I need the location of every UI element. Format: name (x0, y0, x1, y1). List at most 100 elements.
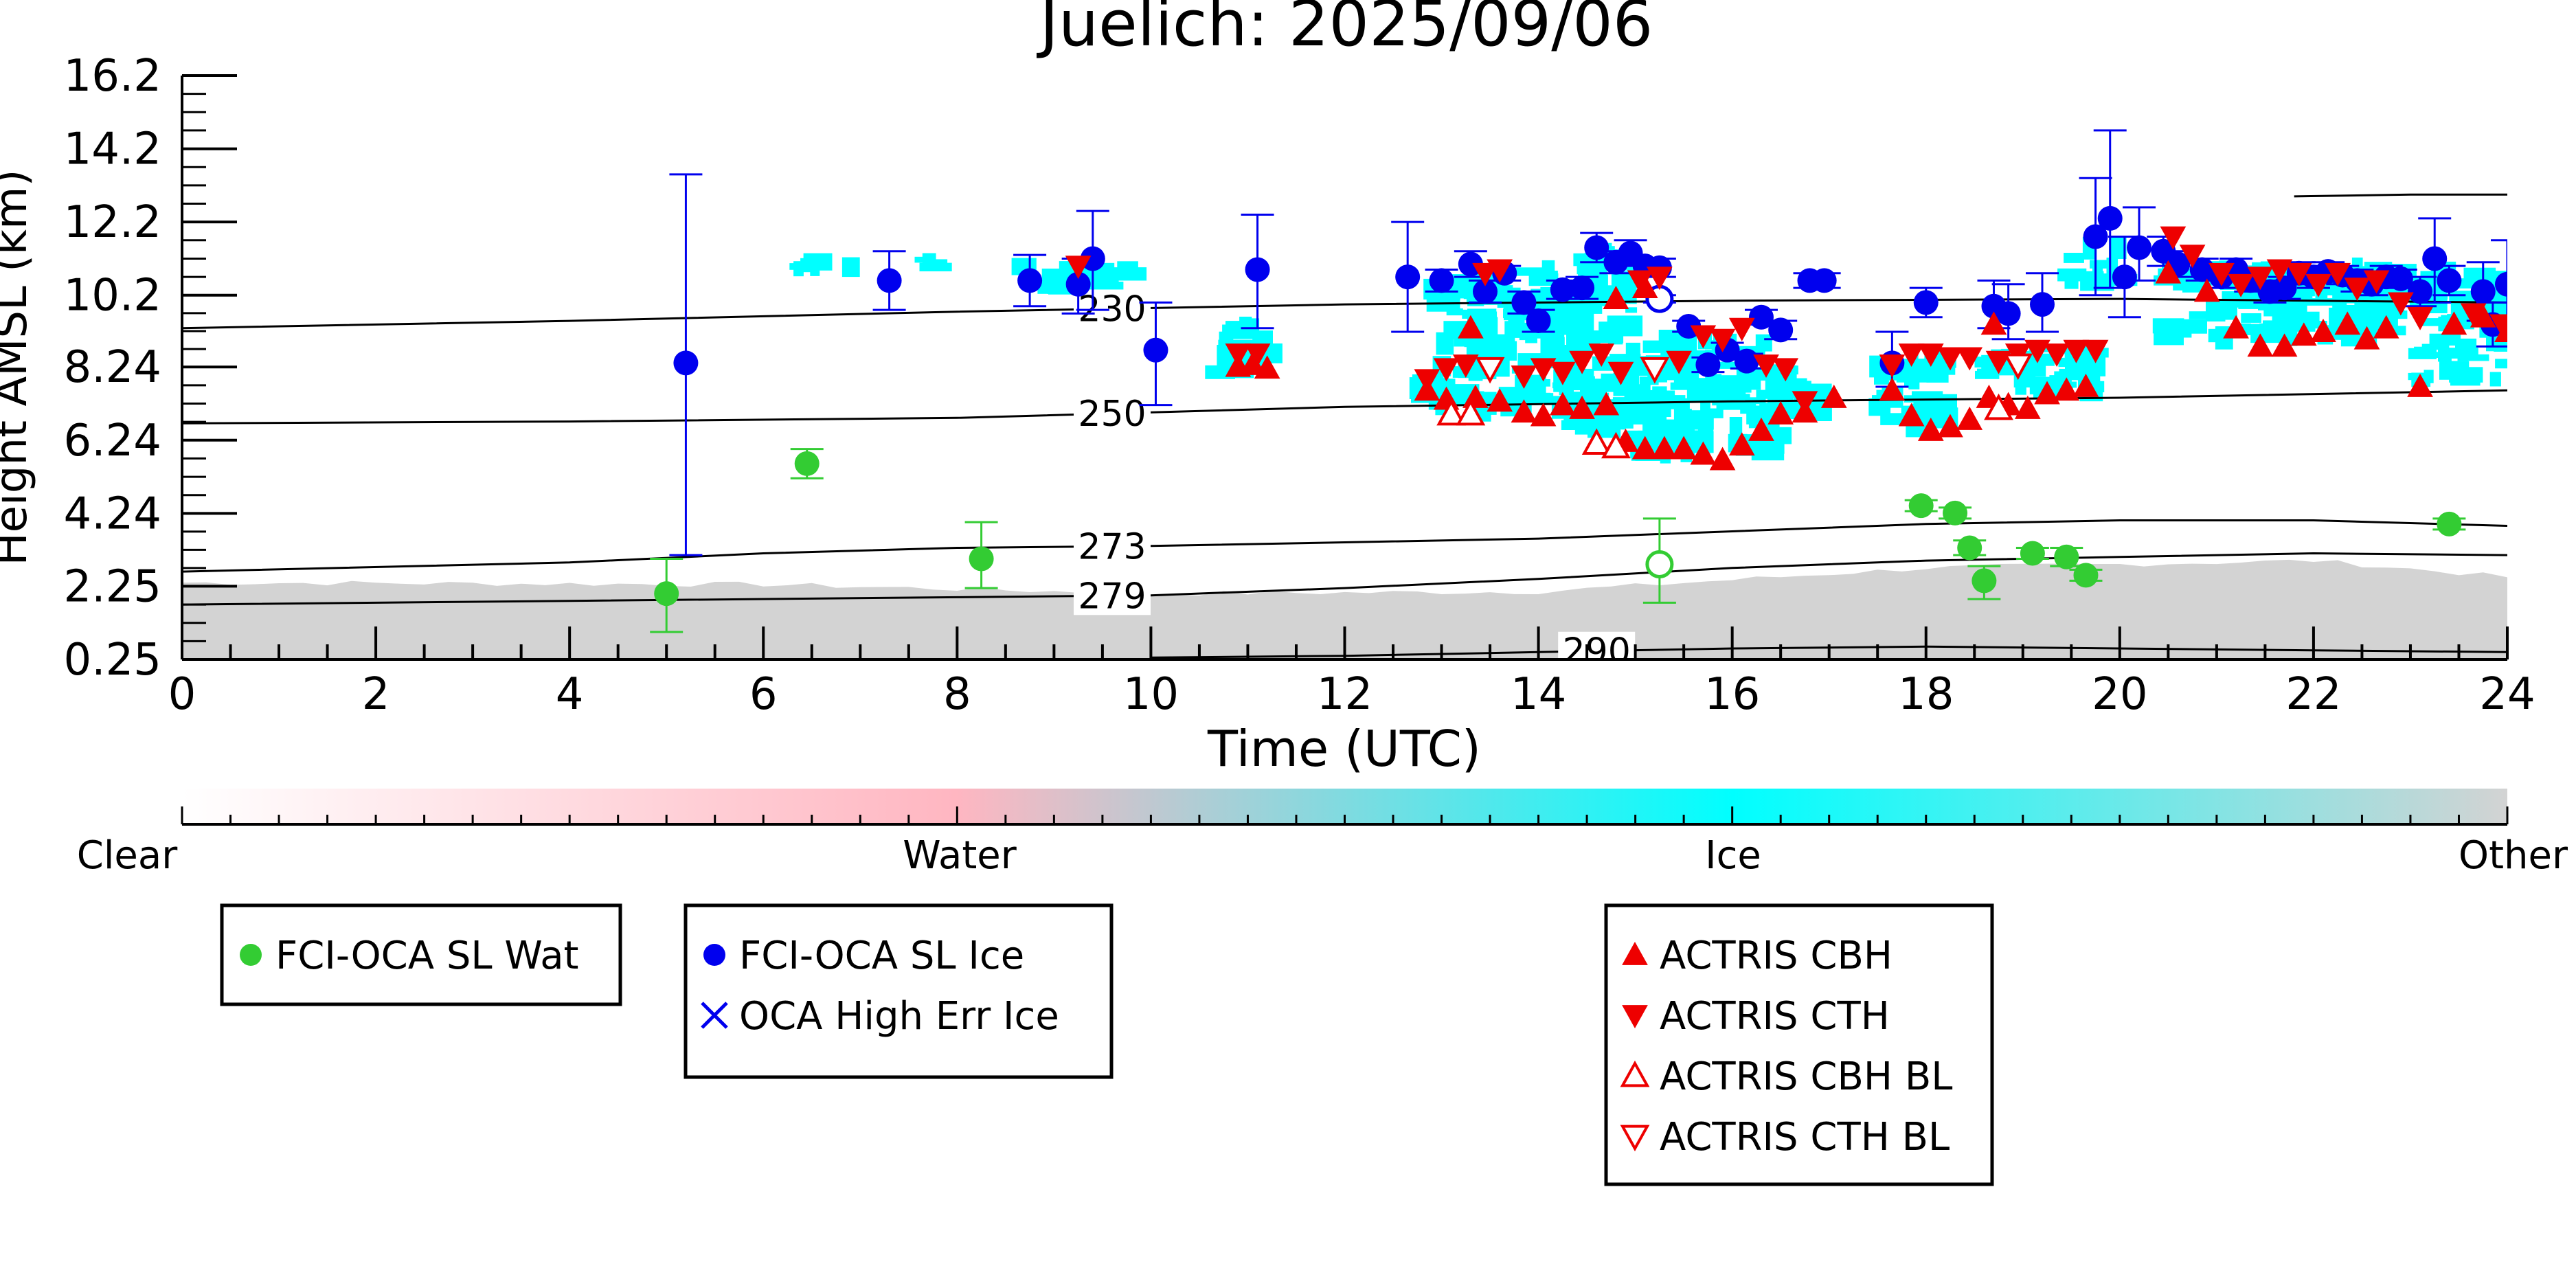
fci-oca-sl-ice-point (1065, 271, 1091, 297)
fci-oca-sl-ice-point (1080, 246, 1105, 271)
cloud-cell (1652, 386, 1667, 393)
fci-oca-sl-ice-point (1695, 352, 1721, 378)
cloud-cell (1535, 393, 1554, 404)
cloud-cell (2455, 338, 2477, 357)
actris-cbh-point (1748, 417, 1774, 441)
actris-cth-bl-point (1475, 357, 1505, 384)
actris-cth-point (1956, 347, 1983, 371)
fci-oca-sl-ice-point (1550, 277, 1575, 302)
cloud-cell (1666, 398, 1690, 409)
fci-oca-sl-ice-point (2388, 266, 2413, 291)
contour-label-bg (1074, 394, 1151, 433)
actris-cth-point (1728, 317, 1755, 341)
cloud-cell (2421, 343, 2450, 350)
actris-cbh-point (1651, 436, 1677, 460)
x-ticks: 0 2 4 6 8 10 12 14 16 18 20 22 24 (168, 626, 2535, 720)
fci-oca-sl-ice-point (2470, 279, 2496, 304)
y-tick-label: 10.2 (64, 271, 162, 321)
actris-cth-point (2344, 278, 2371, 302)
fci-oca-sl-wat-point (1971, 568, 1997, 594)
cloud-cell (1114, 267, 1147, 281)
actris-cth-point (2063, 339, 2090, 363)
cloud-cell (1776, 381, 1811, 391)
cloud-cell (2495, 359, 2507, 369)
fci-oca-sl-ice-point (2112, 264, 2137, 290)
actris-cth-point (2208, 262, 2235, 286)
legend-entry-oca-high-err-ice: OCA High Err Ice (739, 994, 1059, 1039)
cloud-cell (2029, 385, 2044, 395)
cloud-cell (1445, 333, 1462, 339)
actris-cth-point (1666, 350, 1692, 374)
actris-cbh-point (1458, 315, 1484, 339)
actris-cbh-point (1956, 406, 1983, 430)
cloud-cell (1582, 368, 1594, 378)
legends: FCI-OCA SL Wat FCI-OCA SL Ice OCA High Err… (220, 903, 1994, 1186)
actris-cth-point (2285, 262, 2312, 286)
contour-line-5 (2294, 193, 2507, 198)
fci-oca-sl-ice-point (1526, 308, 1551, 334)
x-tick-label: 2 (362, 669, 390, 720)
y-tick-label: 6.24 (64, 416, 162, 466)
fci-oca-sl-ice-point (1570, 275, 1595, 301)
cloud-cell (2241, 313, 2261, 323)
cloud-cell (2432, 352, 2451, 358)
colorbar-label: Ice (1705, 833, 1761, 878)
cloud-cell (1682, 410, 1709, 418)
cloud-cell (2424, 370, 2434, 383)
contour-label-bg (1074, 527, 1151, 566)
cloud-cell (1914, 363, 1926, 369)
actris-cbh-bl-point (1601, 431, 1631, 459)
actris-cth-point (1065, 256, 1092, 280)
actris-cbh-point (2334, 311, 2361, 335)
actris-cbh-point (1549, 392, 1576, 416)
actris-cth-point (2489, 314, 2507, 338)
legend-marker-actris-cth-bl (1620, 1125, 1650, 1152)
actris-cth-point (1753, 354, 1779, 379)
x-tick-label: 16 (1704, 669, 1760, 720)
contour-label: 279 (1078, 576, 1146, 617)
actris-cbh-point (1487, 388, 1513, 412)
actris-cbh-point (2014, 395, 2041, 419)
contour-label-bg (1558, 631, 1636, 659)
y-tick-label: 14.2 (64, 124, 162, 175)
y-tick-label: 4.24 (64, 488, 162, 539)
actris-cbh-point (2053, 377, 2080, 401)
cloud-cell (1625, 342, 1640, 357)
fci-oca-sl-wat-point (969, 546, 994, 572)
actris-cbh-bl-point (1581, 428, 1612, 455)
actris-cth-point (1487, 259, 1513, 283)
cloud-cell (1904, 380, 1917, 388)
actris-cth-point (2044, 343, 2070, 368)
cloud-cell (2439, 361, 2470, 380)
actris-cbh-point (1254, 355, 1280, 379)
actris-cbh-point (2407, 373, 2433, 397)
cloud-cell (2092, 267, 2103, 289)
x-axis-label: Time (UTC) (1207, 720, 1481, 778)
actris-cbh-point (1671, 436, 1697, 460)
cloud-cell (1642, 340, 1680, 353)
fci-oca-sl-ice-point (2083, 224, 2108, 249)
fci-oca-sl-ice-point (1017, 268, 1043, 293)
actris-cbh-bl-point (1984, 393, 2013, 420)
colorbar: Clear Water Ice Other (77, 789, 2568, 878)
cloud-cell (2429, 333, 2461, 346)
cloud-cell (1479, 334, 1515, 353)
legend-marker-oca-high-err-ice (701, 1002, 728, 1029)
cloud-cell (1708, 375, 1741, 396)
cloud-patch-13 (2408, 329, 2507, 387)
actris-cbh-point (2193, 278, 2220, 302)
actris-cbh-point (1898, 403, 1925, 427)
actris-cth-point (1530, 358, 1557, 382)
actris-cth-point (1433, 358, 1460, 382)
cloud-cell (2389, 310, 2408, 319)
fci-oca-sl-ice-point (2127, 235, 2152, 260)
fci-oca-sl-ice-point (877, 268, 902, 293)
contour-label: 290 (1563, 631, 1631, 673)
actris-cbh-point (2271, 333, 2298, 357)
legend-box-2: FCI-OCA SL Ice OCA High Err Ice (683, 903, 1114, 1079)
cloud-cell (2064, 253, 2084, 263)
actris-cbh-point (1728, 432, 1755, 456)
fci-oca-sl-ice-point (1395, 264, 1421, 290)
fci-oca-sl-ice-point (1473, 279, 1498, 304)
actris-cth-point (1549, 361, 1576, 385)
